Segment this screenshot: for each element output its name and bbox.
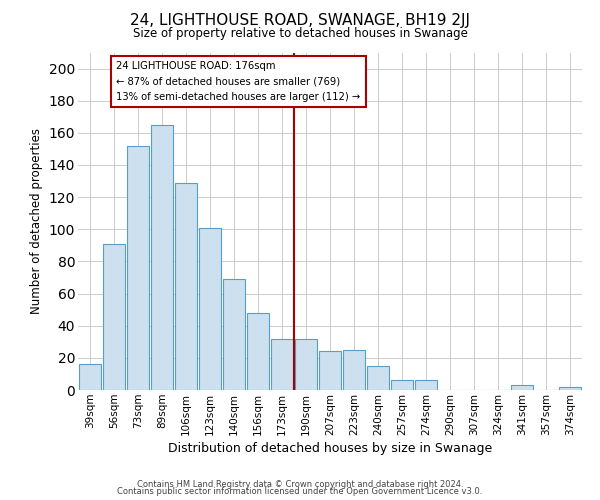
Bar xyxy=(175,182,197,390)
Bar xyxy=(343,350,365,390)
Bar xyxy=(415,380,437,390)
Bar xyxy=(319,352,341,390)
X-axis label: Distribution of detached houses by size in Swanage: Distribution of detached houses by size … xyxy=(168,442,492,455)
Bar xyxy=(199,228,221,390)
Bar xyxy=(103,244,125,390)
Bar xyxy=(223,279,245,390)
Bar xyxy=(127,146,149,390)
Bar xyxy=(79,364,101,390)
Bar xyxy=(271,338,293,390)
Text: 24 LIGHTHOUSE ROAD: 176sqm
← 87% of detached houses are smaller (769)
13% of sem: 24 LIGHTHOUSE ROAD: 176sqm ← 87% of deta… xyxy=(116,60,361,102)
Bar xyxy=(367,366,389,390)
Bar xyxy=(391,380,413,390)
Y-axis label: Number of detached properties: Number of detached properties xyxy=(30,128,43,314)
Bar xyxy=(247,313,269,390)
Bar xyxy=(295,338,317,390)
Bar xyxy=(151,125,173,390)
Bar xyxy=(559,387,581,390)
Bar xyxy=(511,385,533,390)
Text: Size of property relative to detached houses in Swanage: Size of property relative to detached ho… xyxy=(133,28,467,40)
Text: Contains HM Land Registry data © Crown copyright and database right 2024.: Contains HM Land Registry data © Crown c… xyxy=(137,480,463,489)
Text: 24, LIGHTHOUSE ROAD, SWANAGE, BH19 2JJ: 24, LIGHTHOUSE ROAD, SWANAGE, BH19 2JJ xyxy=(130,12,470,28)
Text: Contains public sector information licensed under the Open Government Licence v3: Contains public sector information licen… xyxy=(118,487,482,496)
